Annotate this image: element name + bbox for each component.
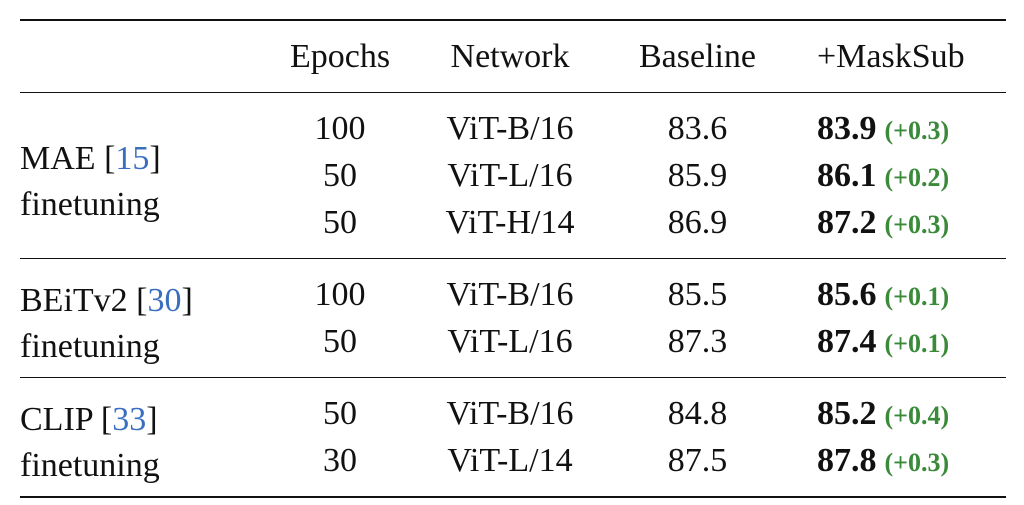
header-row: Epochs Network Baseline +MaskSub xyxy=(20,20,1006,93)
network-cell: ViT-L/16 xyxy=(447,322,573,360)
epochs-cell: 30 xyxy=(323,441,357,479)
group-clip: CLIP [33] finetuning 50 ViT-B/16 84.8 85… xyxy=(20,378,1006,497)
masksub-value: 85.6 xyxy=(817,275,877,313)
method-cell: MAE [15] finetuning xyxy=(20,139,161,223)
header-baseline: Baseline xyxy=(638,37,757,75)
baseline-cell: 83.6 xyxy=(667,109,728,147)
table-row: 50 ViT-L/16 85.9 86.1 (+0.2) xyxy=(20,152,1006,199)
method-cell: BEiTv2 [30] finetuning xyxy=(20,282,193,365)
header-network: Network xyxy=(450,37,570,75)
header-method xyxy=(20,20,260,93)
masksub-delta: (+0.3) xyxy=(884,209,950,239)
baseline-cell: 85.5 xyxy=(667,275,728,313)
masksub-delta: (+0.3) xyxy=(884,115,950,145)
method-name: BEiTv2 xyxy=(20,282,128,319)
method-name: CLIP xyxy=(20,401,93,438)
masksub-cell: 85.2 (+0.4) xyxy=(795,378,1006,438)
masksub-value: 87.8 xyxy=(817,441,877,479)
epochs-cell: 50 xyxy=(323,394,357,432)
method-sub: finetuning xyxy=(20,447,160,484)
baseline-cell: 84.8 xyxy=(667,394,728,432)
network-cell: ViT-B/16 xyxy=(446,394,574,432)
table-row: 50 ViT-L/16 87.3 87.4 (+0.1) xyxy=(20,318,1006,378)
masksub-cell: 87.4 (+0.1) xyxy=(795,318,1006,378)
table-row: 50 ViT-H/14 86.9 87.2 (+0.3) xyxy=(20,199,1006,259)
masksub-value: 87.4 xyxy=(817,322,877,360)
epochs-cell: 50 xyxy=(323,156,357,194)
network-cell: ViT-B/16 xyxy=(446,275,574,313)
network-cell: ViT-B/16 xyxy=(446,109,574,147)
group-mae: MAE [15] finetuning 100 ViT-B/16 83.6 83… xyxy=(20,93,1006,259)
baseline-cell: 87.3 xyxy=(667,322,728,360)
masksub-cell: 87.2 (+0.3) xyxy=(795,199,1006,259)
table-row: BEiTv2 [30] finetuning 100 ViT-B/16 85.5… xyxy=(20,259,1006,365)
masksub-value: 86.1 xyxy=(817,156,877,194)
epochs-cell: 100 xyxy=(314,275,366,313)
citation-link[interactable]: 33 xyxy=(112,401,147,438)
table-header: Epochs Network Baseline +MaskSub xyxy=(20,20,1006,93)
masksub-delta: (+0.3) xyxy=(884,447,950,477)
method-sub: finetuning xyxy=(20,328,160,365)
masksub-cell: 86.1 (+0.2) xyxy=(795,152,1006,199)
baseline-cell: 87.5 xyxy=(667,441,728,479)
epochs-cell: 50 xyxy=(323,203,357,241)
masksub-value: 85.2 xyxy=(817,394,877,432)
masksub-cell: 83.9 (+0.3) xyxy=(795,93,1006,153)
citation-link[interactable]: 15 xyxy=(115,139,150,177)
masksub-cell: 85.6 (+0.1) xyxy=(795,259,1006,319)
masksub-delta: (+0.2) xyxy=(884,162,950,192)
group-beitv2: BEiTv2 [30] finetuning 100 ViT-B/16 85.5… xyxy=(20,259,1006,378)
network-cell: ViT-H/14 xyxy=(445,203,575,241)
header-masksub: +MaskSub xyxy=(817,37,965,75)
epochs-cell: 50 xyxy=(323,322,357,360)
masksub-value: 87.2 xyxy=(817,203,877,241)
citation-link[interactable]: 30 xyxy=(147,282,182,319)
baseline-cell: 85.9 xyxy=(667,156,728,194)
header-epochs: Epochs xyxy=(289,37,391,75)
method-cell: CLIP [33] finetuning xyxy=(20,401,160,484)
masksub-cell: 87.8 (+0.3) xyxy=(795,437,1006,497)
table-row: 30 ViT-L/14 87.5 87.8 (+0.3) xyxy=(20,437,1006,497)
table-row: CLIP [33] finetuning 50 ViT-B/16 84.8 85… xyxy=(20,378,1006,484)
method-name: MAE xyxy=(20,139,96,177)
network-cell: ViT-L/14 xyxy=(447,441,573,479)
table-row: MAE [15] finetuning 100 ViT-B/16 83.6 83… xyxy=(20,93,1006,223)
masksub-delta: (+0.1) xyxy=(884,328,950,358)
results-table: Epochs Network Baseline +MaskSub MAE [15… xyxy=(20,19,1006,498)
masksub-value: 83.9 xyxy=(817,109,877,147)
epochs-cell: 100 xyxy=(314,109,366,147)
masksub-delta: (+0.4) xyxy=(884,400,950,430)
method-sub: finetuning xyxy=(20,185,160,223)
network-cell: ViT-L/16 xyxy=(447,156,573,194)
masksub-delta: (+0.1) xyxy=(884,281,950,311)
baseline-cell: 86.9 xyxy=(667,203,728,241)
results-table-container: Epochs Network Baseline +MaskSub MAE [15… xyxy=(20,19,1006,498)
